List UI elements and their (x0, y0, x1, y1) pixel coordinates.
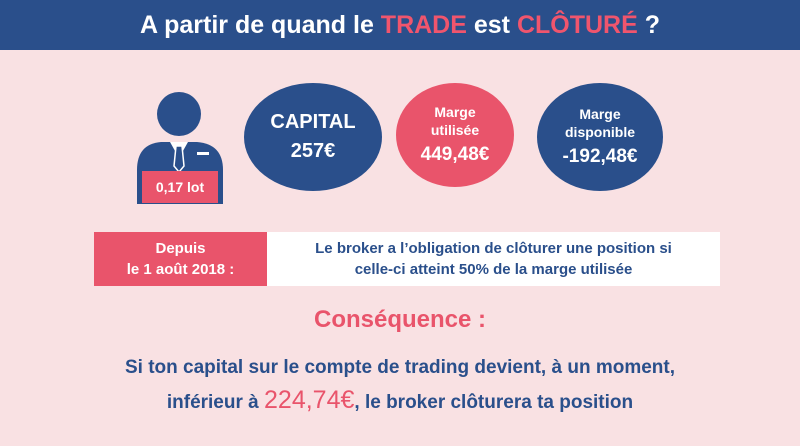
capital-label: CAPITAL (270, 111, 356, 133)
conclusion-line-1: Si ton capital sur le compte de trading … (124, 357, 676, 378)
marge-disponible-circle: Marge disponible -192,48€ (537, 83, 663, 191)
lot-size-badge: 0,17 lot (142, 171, 218, 203)
marge-utilisee-label-2: utilisée (430, 122, 480, 138)
conclusion-text: Si ton capital sur le compte de trading … (0, 352, 800, 419)
threshold-amount: 224,74€ (264, 386, 355, 414)
header-highlight-trade: TRADE (380, 10, 467, 39)
marge-utilisee-value: 449,48€ (420, 144, 490, 165)
rule-text-box: Le broker a l’obligation de clôturer une… (267, 232, 720, 286)
marge-disponible-value: -192,48€ (562, 146, 638, 167)
marge-utilisee-circle: Marge utilisée 449,48€ (396, 83, 514, 187)
conclusion-line-2: inférieur à 224,74€, le broker clôturera… (166, 386, 634, 414)
marge-disponible-label-2: disponible (565, 124, 635, 140)
header-title: A partir de quand le TRADE est CLÔTURÉ ? (140, 10, 660, 39)
consequence-title: Conséquence : (313, 306, 487, 333)
marge-disponible-label-1: Marge (579, 106, 621, 122)
capital-value: 257€ (290, 140, 336, 162)
marge-utilisee-label-1: Marge (434, 104, 476, 120)
rule-date-box: Depuis le 1 août 2018 : (94, 232, 267, 286)
capital-circle: CAPITAL 257€ (244, 83, 382, 191)
header-highlight-cloture: CLÔTURÉ (516, 10, 638, 39)
header-banner: A partir de quand le TRADE est CLÔTURÉ ? (0, 0, 800, 50)
